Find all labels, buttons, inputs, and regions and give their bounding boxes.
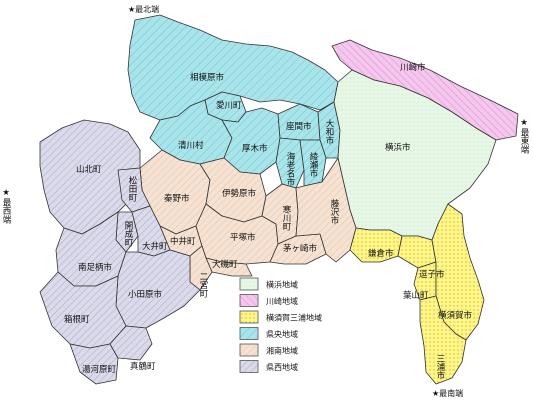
label-kawasaki: 川崎市 [400, 62, 426, 73]
legend-swatch-shonan [239, 343, 259, 357]
legend-label-yokohama: 横浜地域 [266, 280, 298, 290]
easternmost-label: ★最東端 [519, 118, 529, 154]
label-fujisawa: 藤沢市 [329, 198, 339, 225]
municipality-labels: 横浜市 川崎市 相模原市 愛川町 清川村 厚木市 座間市 大和市 海老名市 綾瀬… [64, 62, 473, 380]
label-hadano: 秦野市 [164, 193, 190, 204]
region-hakone [39, 271, 127, 349]
region-yugawara [69, 343, 119, 385]
label-zama: 座間市 [286, 121, 312, 132]
label-oi: 大井町 [142, 241, 168, 252]
label-isehara: 伊勢原市 [222, 188, 257, 199]
label-manazuru: 真鶴町 [130, 361, 156, 372]
label-kiyokawa: 清川村 [178, 140, 204, 151]
legend-swatch-yokohama [239, 277, 259, 291]
label-hakone: 箱根町 [64, 314, 90, 325]
legend-swatch-yokosuka-miura [239, 310, 259, 324]
label-matsuda: 松田町 [127, 175, 137, 201]
region-odawara [115, 249, 201, 329]
legend-label-kensei: 県西地域 [266, 362, 298, 372]
label-kamakura: 鎌倉市 [368, 248, 394, 259]
label-oiso: 大磯町 [212, 259, 238, 270]
label-samukawa: 寒川町 [281, 204, 291, 230]
label-ebina: 海老名市 [285, 151, 295, 187]
legend-label-kenou: 県央地域 [266, 329, 298, 339]
label-hiratsuka: 平塚市 [230, 232, 256, 243]
region-miura [419, 295, 467, 385]
label-yugawara: 湯河原町 [82, 364, 117, 375]
label-ayase: 綾瀬市 [308, 151, 318, 178]
northernmost-label: ★最北端 [128, 4, 159, 14]
label-zushi: 逗子市 [419, 269, 445, 280]
region-zushi [397, 235, 437, 269]
label-hayama: 葉山町 [403, 290, 429, 301]
westernmost-label: ★最西端 [1, 188, 11, 224]
label-atsugi: 厚木市 [242, 143, 268, 154]
legend-swatch-kawasaki [239, 294, 259, 307]
label-yokosuka: 横須賀市 [438, 310, 473, 321]
label-yokohama: 横浜市 [385, 142, 411, 153]
label-miura: 三浦市 [435, 354, 445, 380]
extreme-points: ★最北端 ★最南端 ★最東端 ★最西端 [1, 4, 529, 398]
legend-label-kawasaki: 川崎地域 [266, 296, 298, 306]
label-yamato: 大和市 [324, 118, 334, 145]
label-yamakita: 山北町 [76, 164, 102, 175]
label-sagamihara: 相模原市 [190, 72, 225, 83]
label-nakai: 中井町 [170, 236, 196, 247]
label-odawara: 小田原市 [128, 289, 163, 300]
label-ninomiya: 二宮町 [198, 272, 208, 298]
legend-label-shonan: 湘南地域 [266, 346, 298, 356]
label-minamiashigara: 南足柄市 [78, 262, 113, 273]
label-chigasaki: 茅ヶ崎市 [283, 243, 318, 254]
region-manazuru [109, 325, 153, 361]
label-aikawa: 愛川町 [216, 100, 242, 111]
label-kaisei: 開成町 [123, 221, 133, 247]
legend-swatch-kensei [239, 360, 259, 373]
legend-label-yokosuka-miura: 横須賀三浦地域 [266, 313, 322, 323]
southernmost-label: ★最南端 [432, 388, 463, 398]
legend-swatch-kenou [239, 327, 259, 340]
